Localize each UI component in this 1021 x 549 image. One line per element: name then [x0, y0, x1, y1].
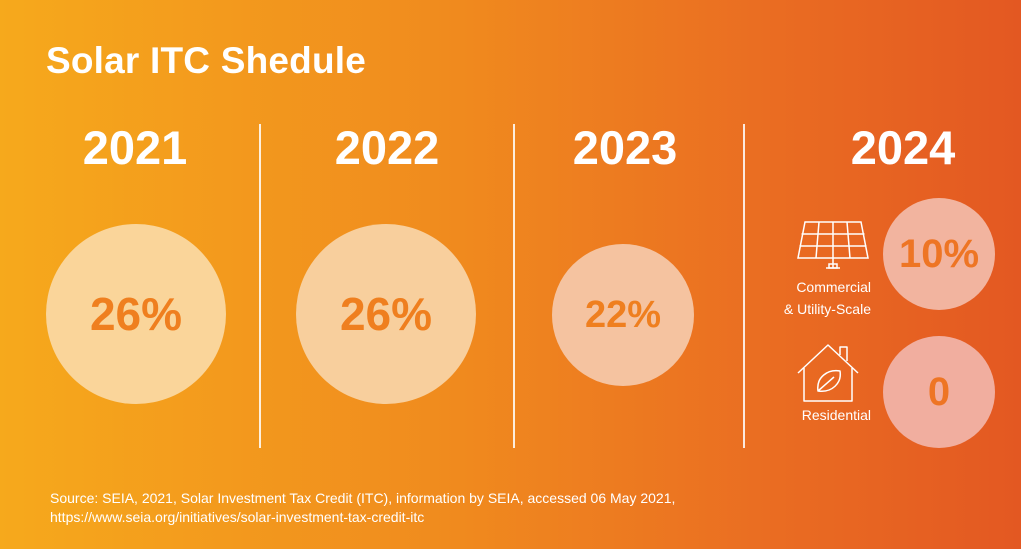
source-citation: Source: SEIA, 2021, Solar Investment Tax… [50, 489, 675, 527]
source-url: https://www.seia.org/initiatives/solar-i… [50, 509, 425, 525]
commercial-label: Commercial & Utility-Scale [784, 276, 871, 320]
year-2024-heading: 2024 [850, 121, 956, 174]
value-circle-commercial-2024: 10% [883, 198, 995, 310]
divider [259, 124, 261, 448]
value-commercial-2024: 10% [898, 231, 980, 276]
value-circle-2021: 26% [46, 224, 226, 404]
year-2022-heading: 2022 [334, 121, 440, 174]
value-residential-2024: 0 [927, 369, 951, 414]
value-circle-2022: 26% [296, 224, 476, 404]
year-2023-heading: 2023 [572, 121, 678, 174]
value-2023: 22% [584, 293, 662, 336]
commercial-label-line1: Commercial [796, 279, 871, 295]
commercial-label-line2: & Utility-Scale [783, 301, 871, 317]
value-2021: 26% [89, 288, 183, 340]
house-leaf-icon [797, 344, 859, 402]
value-2022: 26% [339, 288, 433, 340]
page-title: Solar ITC Shedule [46, 40, 367, 81]
year-2021-heading: 2021 [82, 121, 188, 174]
solar-panel-icon [797, 221, 869, 269]
divider [743, 124, 745, 448]
residential-label: Residential [801, 407, 871, 423]
divider [513, 124, 515, 448]
source-line-1: Source: SEIA, 2021, Solar Investment Tax… [50, 490, 676, 506]
value-circle-residential-2024: 0 [883, 336, 995, 448]
value-circle-2023: 22% [552, 244, 694, 386]
